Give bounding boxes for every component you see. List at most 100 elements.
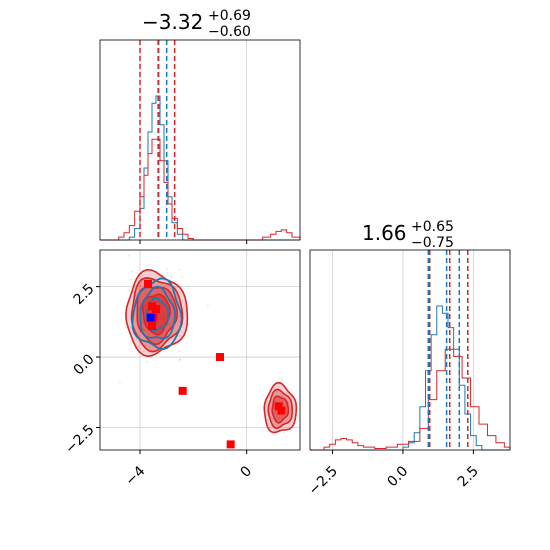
sample-dot [127,255,130,257]
histogram1-grid [332,250,474,450]
sample-dot [287,402,290,404]
red-square-marker [148,322,156,331]
sample-dot [166,272,169,274]
histogram1-title-value: 1.66 [362,221,407,245]
histogram-series-red [100,138,301,241]
scatter-frame [99,249,301,451]
sample-dot [145,288,148,290]
sample-dot [148,264,150,266]
sample-dot [135,338,138,340]
sample-dot [146,361,148,363]
histogram0-frame [99,39,301,241]
sample-dot [137,319,140,321]
red-square-marker [178,386,187,395]
sample-dot [273,428,276,431]
sample-dot [157,292,159,294]
sample-dot [165,329,168,331]
blue-square-marker [146,313,155,322]
sample-dot [281,395,283,398]
sample-dot [164,327,167,330]
sample-dot [178,359,180,361]
sample-dot [163,330,166,332]
sample-dot [175,287,177,289]
histogram1-x-ticks [332,450,474,454]
sample-dot [171,312,173,314]
contour-blue-0-1 [139,285,177,340]
sample-dot [170,323,173,325]
sample-dot [169,317,171,320]
sample-dot [144,293,147,296]
histogram-series-blue [310,305,510,451]
sample-dot [179,358,181,361]
sample-dot [170,276,173,278]
sample-dot [178,268,180,271]
histogram1-series [310,305,511,451]
sample-dot [142,323,145,325]
histogram0-series [100,95,301,241]
sample-dot [143,329,146,331]
sample-dot [178,350,181,353]
histogram1-quantile-lines [427,250,469,450]
histogram-panel-param0: −3.32 +0.69 −0.60 [99,8,301,244]
histogram1-title-lower: −0.75 [411,235,454,251]
sample-dot [168,323,170,325]
sample-dot [274,400,277,403]
histogram1-title-upper: +0.65 [411,219,454,235]
sample-dot [143,350,145,353]
red-square-marker [152,305,160,314]
sample-dot [276,429,278,431]
sample-dot [178,335,181,337]
histogram0-quantile-lines [139,40,176,240]
sample-dot [170,299,172,301]
sample-dot [158,344,161,347]
sample-dot [179,321,181,324]
histogram0-title-value: −3.32 [142,10,203,34]
red-square-marker [226,440,235,449]
sample-dot [139,335,141,338]
sample-dot [285,411,288,414]
sample-dot [152,283,155,286]
sample-dot [138,306,140,309]
sample-dot [282,396,284,398]
sample-dot [283,405,285,407]
scatter-grid [100,250,300,450]
red-square-marker [277,406,286,415]
sample-dot [130,327,132,329]
sample-dot [281,378,283,380]
sample-dot [146,330,148,333]
contour-blue-0-2 [131,277,183,350]
sample-dot [273,411,276,413]
sample-dot [178,319,180,321]
sample-dot [124,326,127,328]
sample-dot [145,345,147,347]
sample-dot [273,412,276,414]
histogram0-x-ticks [139,240,248,244]
sample-dot [186,342,188,344]
sample-dot [181,276,183,278]
sample-dot [166,325,169,328]
sample-dot [279,416,281,418]
sample-dot [119,381,121,383]
sample-dot [142,318,144,321]
sample-dot [283,432,286,434]
sample-dot [166,268,168,270]
histogram0-title-upper: +0.69 [208,8,251,24]
sample-dot [207,305,209,307]
sample-dot [153,341,155,344]
sample-dot [188,286,190,288]
sample-dot [143,329,145,331]
sample-dot [163,334,165,336]
red-square-marker [144,279,152,288]
sample-dot [285,392,288,394]
sample-dot [130,278,132,281]
sample-dot [144,344,146,346]
sample-dot [155,290,158,293]
histogram-series-red [310,348,511,451]
sample-dot [281,400,284,402]
scatter-squares [144,279,286,449]
sample-dot [178,315,181,318]
sample-dot [157,340,159,342]
red-square-marker [216,353,224,362]
scatter-ticks [96,286,248,454]
